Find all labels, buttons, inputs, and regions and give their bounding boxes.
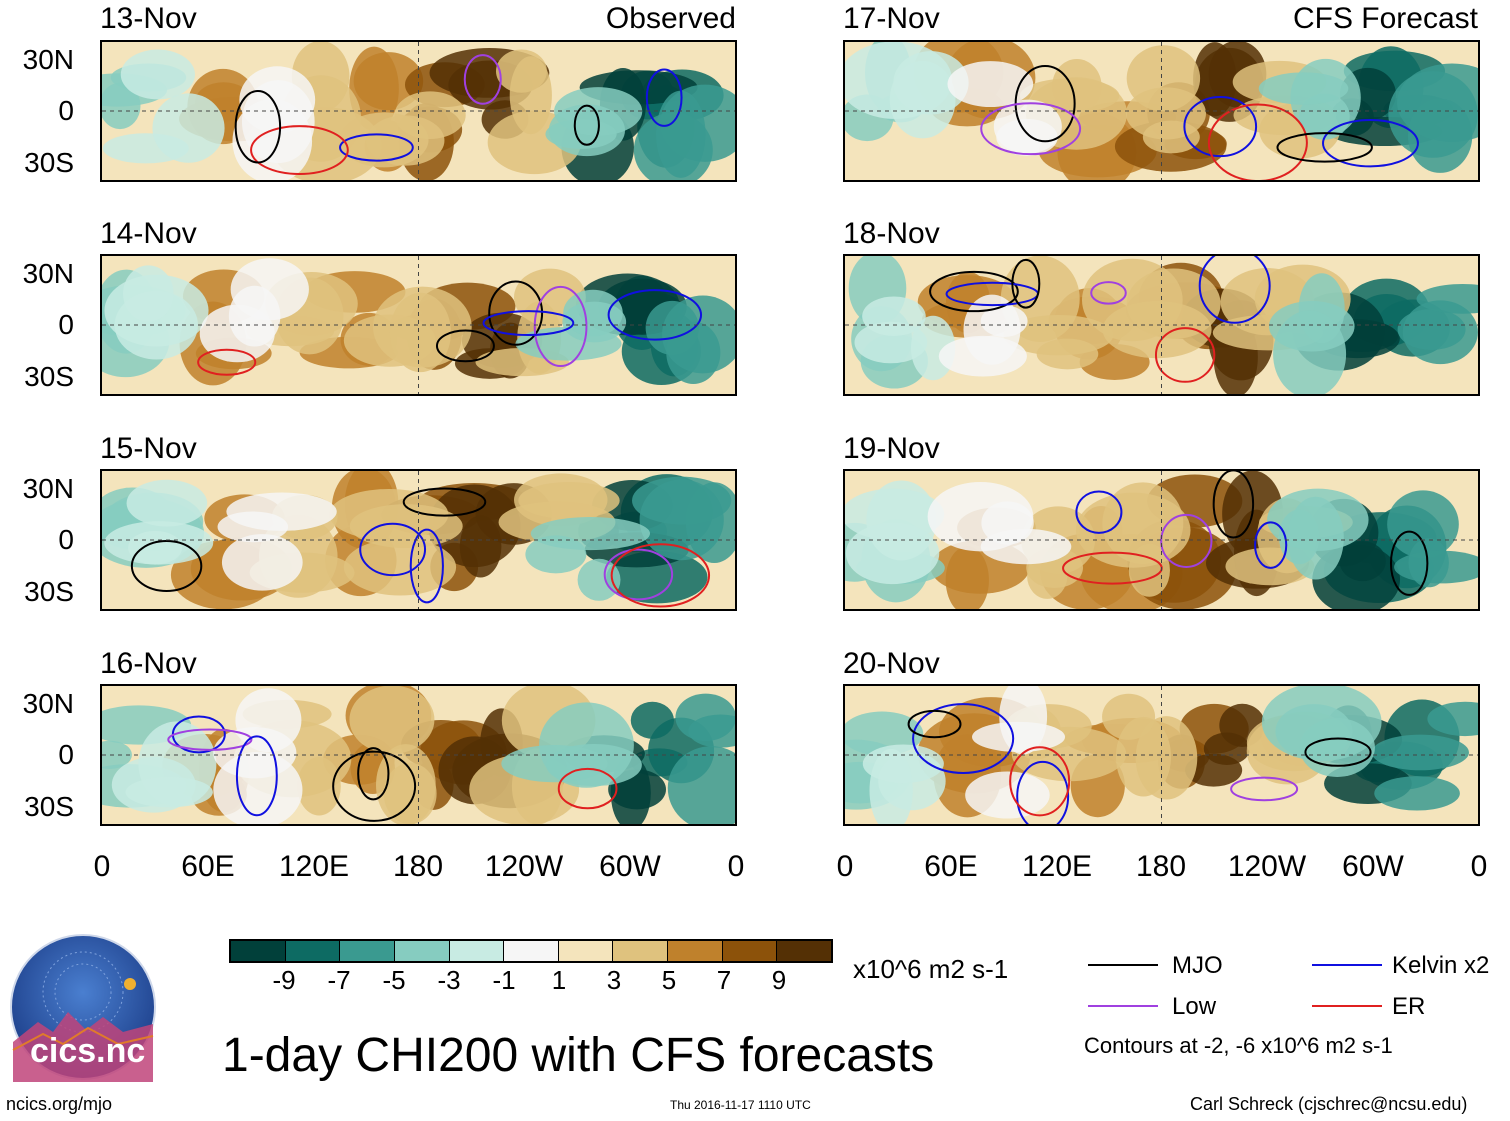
lat-label-eq: 0 [58, 739, 74, 770]
panel-date-15nov: 15-Nov [100, 432, 197, 465]
lon-label-0: 0 [836, 850, 854, 883]
colorbar-label: -7 [327, 965, 351, 995]
lat-label-30n: 30N [22, 258, 74, 289]
lon-label-60w: 60W [1342, 850, 1404, 883]
map-panel-16nov [100, 684, 737, 826]
map-panel-18nov [843, 254, 1480, 396]
legend-low-line [1088, 1005, 1158, 1007]
lon-label-0: 0 [1470, 850, 1488, 883]
legend-er-line [1312, 1005, 1382, 1007]
lat-label-eq: 0 [58, 95, 74, 126]
colorbar-label: 1 [551, 965, 567, 995]
colorbar [229, 939, 833, 963]
colorbar-label: 3 [606, 965, 622, 995]
lon-label-60w: 60W [599, 850, 661, 883]
map-panel-19nov [843, 469, 1480, 611]
colorbar-label: -9 [272, 965, 296, 995]
colorbar-swatch [285, 941, 341, 961]
figure-title: 1-day CHI200 with CFS forecasts [222, 1029, 935, 1082]
colorbar-swatch [722, 941, 778, 961]
lon-label-180: 180 [1135, 850, 1187, 883]
map-panel-15nov [100, 469, 737, 611]
legend-low-label: Low [1172, 993, 1217, 1020]
legend-er-label: ER [1392, 993, 1426, 1020]
colorbar-label: 5 [661, 965, 677, 995]
colorbar-swatch [558, 941, 614, 961]
panel-date-13nov: 13-Nov [100, 2, 197, 35]
panel-date-17nov: 17-Nov [843, 2, 940, 35]
lat-label-30s: 30S [24, 576, 74, 607]
map-field [102, 686, 735, 824]
lat-label-eq: 0 [58, 309, 74, 340]
lon-label-120e: 120E [278, 850, 350, 883]
colorbar-swatch [394, 941, 450, 961]
legend-kelvin-line [1312, 964, 1382, 966]
panel-date-16nov: 16-Nov [100, 647, 197, 680]
map-field [102, 471, 735, 609]
colorbar-label: 7 [716, 965, 732, 995]
lon-label-120e: 120E [1021, 850, 1093, 883]
map-panel-17nov [843, 40, 1480, 182]
colorbar-label: 9 [771, 965, 787, 995]
legend-mjo-line [1088, 964, 1158, 966]
panel-date-18nov: 18-Nov [843, 217, 940, 250]
contours-note: Contours at -2, -6 x10^6 m2 s-1 [1084, 1033, 1393, 1058]
lon-label-60e: 60E [181, 850, 235, 883]
lon-label-120w: 120W [1227, 850, 1307, 883]
footer-author: Carl Schreck (cjschrec@ncsu.edu) [1190, 1094, 1468, 1114]
lon-label-0: 0 [727, 850, 745, 883]
map-field [102, 256, 735, 394]
lat-label-30s: 30S [24, 361, 74, 392]
logo-text: cics.nc [30, 1032, 146, 1070]
colorbar-label: -1 [492, 965, 516, 995]
panel-date-20nov: 20-Nov [843, 647, 940, 680]
colorbar-label: -5 [382, 965, 406, 995]
lat-label-30n: 30N [22, 688, 74, 719]
colorbar-swatch [449, 941, 505, 961]
cics-logo [8, 932, 158, 1082]
colorbar-swatch [340, 941, 395, 961]
lon-label-60e: 60E [924, 850, 978, 883]
observed-label: Observed [605, 2, 736, 35]
colorbar-swatch [504, 941, 559, 961]
lon-label-180: 180 [392, 850, 444, 883]
map-panel-20nov [843, 684, 1480, 826]
lat-label-30n: 30N [22, 44, 74, 75]
colorbar-label: -3 [437, 965, 461, 995]
map-field [102, 42, 735, 180]
map-field [845, 256, 1478, 394]
lon-label-120w: 120W [484, 850, 564, 883]
map-field [845, 471, 1478, 609]
map-panel-14nov [100, 254, 737, 396]
legend-kelvin-label: Kelvin x2 [1392, 952, 1490, 979]
footer-website: ncics.org/mjo [6, 1094, 113, 1114]
cfs-forecast-label: CFS Forecast [1292, 2, 1478, 35]
colorbar-swatch [231, 941, 286, 961]
colorbar-swatch [613, 941, 669, 961]
lat-label-30s: 30S [24, 791, 74, 822]
lat-label-30n: 30N [22, 473, 74, 504]
footer-timestamp: Thu 2016-11-17 1110 UTC [670, 1098, 811, 1112]
colorbar-units: x10^6 m2 s-1 [853, 954, 1009, 984]
colorbar-swatch [668, 941, 723, 961]
lon-label-0: 0 [93, 850, 111, 883]
map-field [845, 686, 1478, 824]
lat-label-eq: 0 [58, 524, 74, 555]
map-field [845, 42, 1478, 180]
lat-label-30s: 30S [24, 147, 74, 178]
map-panel-13nov [100, 40, 737, 182]
legend-mjo-label: MJO [1172, 952, 1223, 979]
panel-date-14nov: 14-Nov [100, 217, 197, 250]
panel-date-19nov: 19-Nov [843, 432, 940, 465]
colorbar-swatch [777, 941, 832, 961]
